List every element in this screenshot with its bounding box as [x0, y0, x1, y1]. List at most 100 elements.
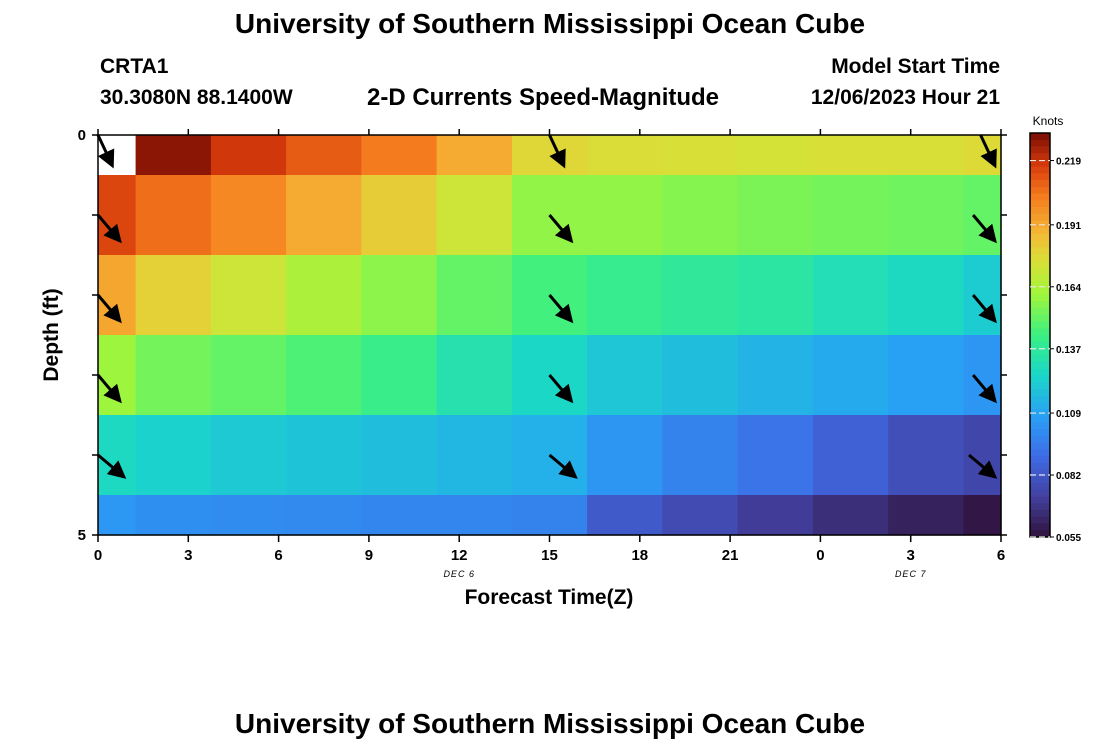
- heatmap-cell: [436, 175, 513, 256]
- heatmap-cell: [286, 495, 362, 536]
- heatmap-cell: [210, 135, 287, 176]
- colorbar-segment: [1030, 489, 1050, 498]
- heatmap-cell: [436, 495, 513, 536]
- heatmap-cell: [210, 175, 287, 256]
- colorbar-segment: [1030, 301, 1050, 309]
- heatmap-cell: [135, 335, 212, 416]
- chart-title: 2-D Currents Speed-Magnitude: [367, 84, 720, 111]
- heatmap-cell: [436, 335, 513, 416]
- heatmap-cell: [361, 335, 438, 416]
- current-vector-arrow: [548, 214, 574, 244]
- colorbar-segment: [1030, 516, 1050, 525]
- heatmap-cell: [511, 135, 588, 176]
- heatmap-cell: [286, 335, 362, 416]
- colorbar-segment: [1030, 173, 1050, 181]
- x-date-label: DEC 6: [443, 569, 475, 579]
- heatmap-cell: [135, 495, 212, 536]
- page-title-top: University of Southern Mississippi Ocean…: [234, 8, 866, 39]
- colorbar-tick-label: 0.164: [1056, 283, 1081, 294]
- colorbar-segment: [1030, 415, 1050, 424]
- x-tick-label: 6: [997, 547, 1005, 564]
- heatmap-cell: [135, 415, 212, 496]
- colorbar-segment: [1030, 469, 1050, 477]
- colorbar-segment: [1030, 496, 1050, 504]
- heatmap-cell: [812, 135, 889, 176]
- x-tick-label: 12: [451, 547, 468, 564]
- current-vector-arrow: [548, 374, 574, 404]
- heatmap-cell: [98, 175, 137, 256]
- colorbar-segment: [1030, 159, 1050, 168]
- colorbar-segment: [1030, 402, 1050, 410]
- colorbar-segment: [1030, 281, 1050, 289]
- colorbar-segment: [1030, 274, 1050, 282]
- x-tick-label: 6: [274, 547, 282, 564]
- x-tick-label: 18: [631, 547, 648, 564]
- current-vector-arrow: [548, 134, 566, 169]
- heatmap-cell: [963, 335, 1002, 416]
- heatmap-cell: [135, 135, 212, 176]
- colorbar-segment: [1030, 523, 1050, 531]
- colorbar-segment: [1030, 260, 1050, 269]
- heatmap-cell: [737, 135, 814, 176]
- colorbar-segment: [1030, 193, 1050, 201]
- heatmap-cell: [812, 335, 889, 416]
- heatmap-cell: [812, 415, 889, 496]
- colorbar-segment: [1030, 234, 1050, 242]
- heatmap-cell: [737, 175, 814, 256]
- heatmap-cell: [812, 255, 889, 336]
- heatmap-cell: [662, 175, 739, 256]
- heatmap-cell: [135, 255, 212, 336]
- heatmap-cell: [737, 495, 814, 536]
- colorbar-segment: [1030, 503, 1050, 511]
- heatmap-cell: [662, 415, 739, 496]
- colorbar-segment: [1030, 267, 1050, 275]
- heatmap-cell: [587, 255, 663, 336]
- heatmap-cell: [888, 335, 964, 416]
- colorbar-segment: [1030, 180, 1050, 188]
- x-tick-label: 0: [94, 547, 102, 564]
- colorbar-label: Knots: [1033, 114, 1064, 128]
- heatmap-cell: [963, 495, 1002, 536]
- heatmap-cell: [888, 175, 964, 256]
- current-vectors: [96, 134, 998, 479]
- colorbar-segment: [1030, 429, 1050, 437]
- heatmap-cell: [737, 335, 814, 416]
- station-location: 30.3080N 88.1400W: [100, 86, 293, 109]
- colorbar-segment: [1030, 355, 1050, 363]
- current-vector-arrow: [548, 294, 574, 324]
- colorbar-segment: [1030, 294, 1050, 302]
- heatmap-cell: [98, 335, 137, 416]
- colorbar-segment: [1030, 220, 1050, 228]
- heatmap-cell: [361, 255, 438, 336]
- colorbar-segment: [1030, 166, 1050, 174]
- heatmap-cell: [286, 255, 362, 336]
- page-title-bottom: University of Southern Mississippi Ocean…: [234, 708, 866, 739]
- heatmap-cell: [888, 255, 964, 336]
- colorbar-segment: [1030, 462, 1050, 471]
- heatmap-cell: [812, 175, 889, 256]
- colorbar-segment: [1030, 395, 1050, 403]
- colorbar-segment: [1030, 227, 1050, 235]
- heatmap-cell: [662, 495, 739, 536]
- heatmap-cell: [361, 135, 438, 176]
- heatmap-cell: [888, 495, 964, 536]
- colorbar-segment: [1030, 436, 1050, 444]
- x-axis-label: Forecast Time(Z): [465, 586, 634, 609]
- colorbar-segment: [1030, 254, 1050, 262]
- heatmap-cell: [587, 335, 663, 416]
- current-vector-arrow: [971, 374, 997, 404]
- heatmap-cell: [286, 415, 362, 496]
- current-vector-arrow: [968, 453, 998, 479]
- colorbar-tick-label: 0.137: [1056, 345, 1081, 356]
- current-vector-arrow: [971, 214, 997, 244]
- colorbar-segment: [1030, 361, 1050, 370]
- colorbar-segment: [1030, 341, 1050, 349]
- y-tick-label: 5: [78, 527, 86, 544]
- colorbar-segment: [1030, 314, 1050, 323]
- colorbar-tick-label: 0.055: [1056, 533, 1081, 544]
- current-vector-arrow: [97, 453, 127, 479]
- heatmap-cell: [587, 495, 663, 536]
- colorbar-segment: [1030, 240, 1050, 248]
- colorbar-segment: [1030, 321, 1050, 329]
